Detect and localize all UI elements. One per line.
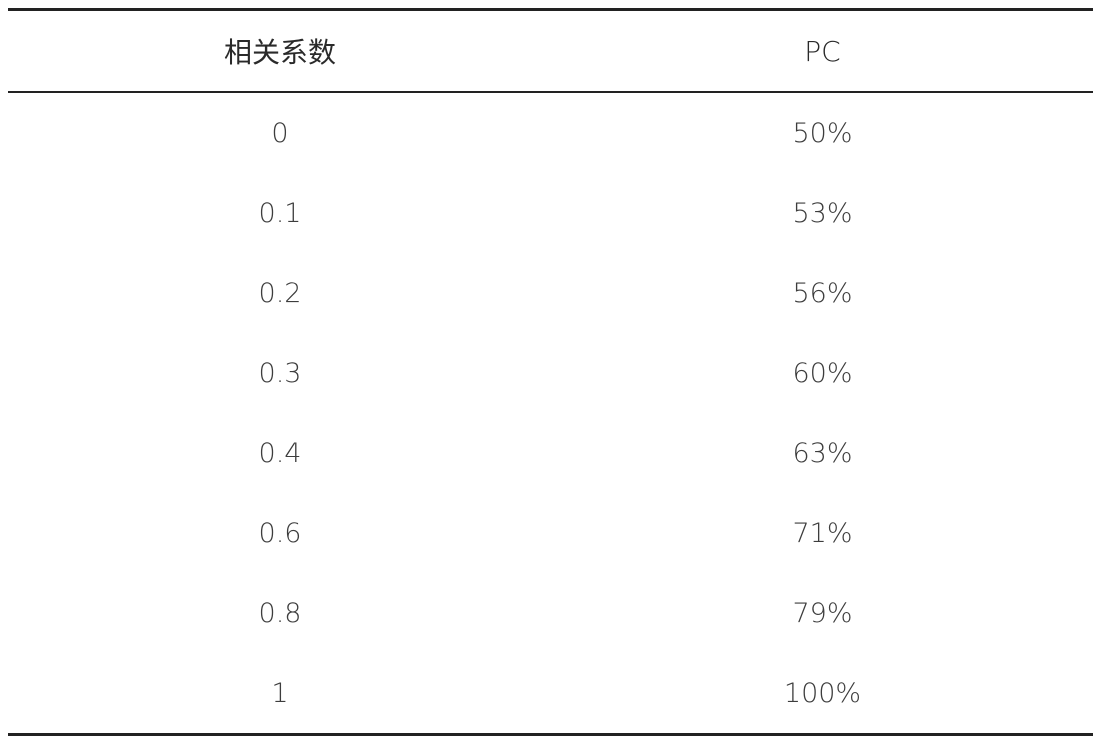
correlation-cell: 0 [271, 117, 289, 149]
table-row: 0.6 71% [8, 493, 1093, 573]
header-pc: PC [804, 34, 841, 68]
correlation-table: 相关系数 PC 0 50% 0.1 53% 0.2 56% 0.3 60% 0.… [8, 8, 1093, 736]
pc-cell: 60% [792, 357, 853, 389]
table-row: 0.1 53% [8, 173, 1093, 253]
correlation-cell: 0.6 [258, 517, 302, 549]
correlation-cell: 1 [271, 677, 289, 709]
table-body: 0 50% 0.1 53% 0.2 56% 0.3 60% 0.4 63% 0.… [8, 93, 1093, 733]
table-row: 0.8 79% [8, 573, 1093, 653]
pc-cell: 56% [792, 277, 853, 309]
table-row: 0.2 56% [8, 253, 1093, 333]
pc-cell: 50% [792, 117, 853, 149]
pc-cell: 100% [783, 677, 862, 709]
table-header-row: 相关系数 PC [8, 11, 1093, 91]
table-top-rule [8, 8, 1093, 11]
correlation-cell: 0.2 [258, 277, 302, 309]
pc-cell: 53% [792, 197, 853, 229]
table-row: 0 50% [8, 93, 1093, 173]
header-correlation-coefficient: 相关系数 [223, 36, 336, 69]
correlation-cell: 0.1 [258, 197, 302, 229]
table-row: 0.4 63% [8, 413, 1093, 493]
pc-cell: 79% [792, 597, 853, 629]
pc-cell: 63% [792, 437, 853, 469]
table-row: 1 100% [8, 653, 1093, 733]
correlation-cell: 0.4 [258, 437, 302, 469]
table-header-rule [8, 91, 1093, 93]
correlation-cell: 0.3 [258, 357, 302, 389]
table-bottom-rule [8, 733, 1093, 736]
correlation-cell: 0.8 [258, 597, 302, 629]
pc-cell: 71% [792, 517, 853, 549]
table-row: 0.3 60% [8, 333, 1093, 413]
